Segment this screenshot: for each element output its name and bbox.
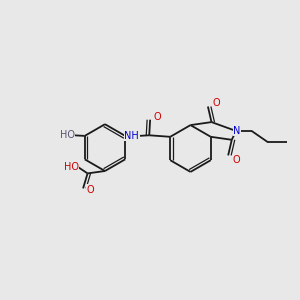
- Text: O: O: [212, 98, 220, 108]
- Text: HO: HO: [64, 162, 79, 172]
- Text: HO: HO: [60, 130, 75, 140]
- Text: O: O: [232, 155, 240, 165]
- Text: O: O: [154, 112, 161, 122]
- Text: NH: NH: [124, 131, 139, 141]
- Text: N: N: [233, 126, 241, 136]
- Text: O: O: [87, 185, 94, 195]
